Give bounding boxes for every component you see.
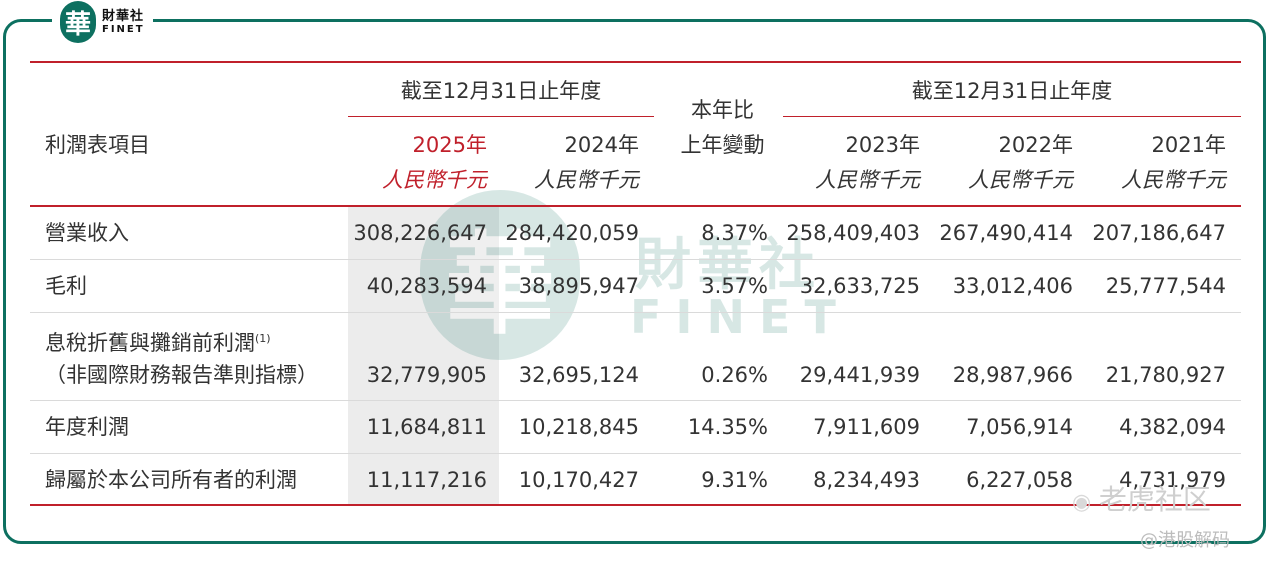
year-header-2021: 2021年 bbox=[1151, 133, 1226, 157]
row-label: 營業收入 bbox=[45, 221, 129, 245]
cell-2023: 258,409,403 bbox=[786, 221, 920, 245]
row-label: 毛利 bbox=[45, 274, 87, 298]
unit-header-2024: 人民幣千元 bbox=[534, 168, 639, 192]
cell-2023: 8,234,493 bbox=[813, 468, 920, 492]
cell-2021: 4,731,979 bbox=[1119, 468, 1226, 492]
watermark-line1: 老虎社区 bbox=[1098, 483, 1211, 516]
group1-title: 截至12月31日止年度 bbox=[400, 79, 602, 103]
row-separator bbox=[30, 453, 1241, 454]
row-label: 歸屬於本公司所有者的利潤 bbox=[45, 468, 297, 492]
year-header-2024: 2024年 bbox=[564, 133, 639, 157]
cell-2021: 25,777,544 bbox=[1105, 274, 1226, 298]
unit-header-2025: 人民幣千元 bbox=[382, 168, 487, 192]
cell-2021: 207,186,647 bbox=[1092, 221, 1226, 245]
cell-2022: 267,490,414 bbox=[939, 221, 1073, 245]
cell-2022: 28,987,966 bbox=[952, 363, 1073, 387]
group2-title: 截至12月31日止年度 bbox=[911, 79, 1113, 103]
cell-change: 0.26% bbox=[701, 363, 768, 387]
group2-rule bbox=[783, 116, 1241, 117]
cell-2025: 308,226,647 bbox=[353, 221, 487, 245]
row-label: 息稅折舊與攤銷前利潤(1) bbox=[45, 326, 271, 356]
row-separator bbox=[30, 259, 1241, 260]
change-header-line1: 本年比 bbox=[691, 98, 754, 122]
cell-2021: 4,382,094 bbox=[1119, 415, 1226, 439]
current-year-column-shade bbox=[348, 207, 499, 505]
watermark-handle: @港股解码 bbox=[1140, 530, 1230, 551]
cell-2024: 32,695,124 bbox=[518, 363, 639, 387]
tiger-logo-icon: ◉ bbox=[1072, 490, 1092, 515]
logo-seal-icon: 華 bbox=[60, 1, 96, 43]
row-label-text: 息稅折舊與攤銷前利潤 bbox=[45, 331, 255, 355]
header-bottom-rule bbox=[30, 205, 1241, 207]
cell-2022: 33,012,406 bbox=[952, 274, 1073, 298]
table-top-rule bbox=[30, 61, 1241, 63]
row-separator bbox=[30, 312, 1241, 313]
row-label: 年度利潤 bbox=[45, 415, 129, 439]
unit-header-2022: 人民幣千元 bbox=[968, 168, 1073, 192]
footnote-marker: (1) bbox=[255, 332, 271, 345]
tiger-community-watermark: ◉ 老虎社区 bbox=[1072, 478, 1211, 518]
finet-logo: 華 財華社 FINET bbox=[52, 0, 153, 44]
item-column-header: 利潤表項目 bbox=[45, 133, 150, 157]
table-bottom-rule bbox=[30, 504, 1241, 506]
cell-change: 3.57% bbox=[701, 274, 768, 298]
cell-2023: 7,911,609 bbox=[813, 415, 920, 439]
cell-2022: 6,227,058 bbox=[966, 468, 1073, 492]
cell-change: 8.37% bbox=[701, 221, 768, 245]
cell-2023: 29,441,939 bbox=[799, 363, 920, 387]
unit-header-2021: 人民幣千元 bbox=[1121, 168, 1226, 192]
cell-2025: 40,283,594 bbox=[366, 274, 487, 298]
report-frame bbox=[3, 19, 1266, 544]
year-header-2025: 2025年 bbox=[412, 133, 487, 157]
logo-en-text: FINET bbox=[102, 23, 145, 35]
cell-2025: 11,684,811 bbox=[366, 415, 487, 439]
cell-2024: 38,895,947 bbox=[518, 274, 639, 298]
cell-2021: 21,780,927 bbox=[1105, 363, 1226, 387]
cell-2023: 32,633,725 bbox=[799, 274, 920, 298]
cell-2025: 11,117,216 bbox=[366, 468, 487, 492]
year-header-2023: 2023年 bbox=[845, 133, 920, 157]
change-header-line2: 上年變動 bbox=[680, 133, 765, 157]
cell-2024: 10,218,845 bbox=[518, 415, 639, 439]
row-label-line2: （非國際財務報告準則指標） bbox=[45, 363, 318, 387]
cell-2025: 32,779,905 bbox=[366, 363, 487, 387]
cell-2022: 7,056,914 bbox=[966, 415, 1073, 439]
cell-change: 14.35% bbox=[687, 415, 768, 439]
row-separator bbox=[30, 400, 1241, 401]
logo-cn-text: 財華社 bbox=[102, 8, 145, 24]
unit-header-2023: 人民幣千元 bbox=[815, 168, 920, 192]
cell-2024: 10,170,427 bbox=[518, 468, 639, 492]
cell-2024: 284,420,059 bbox=[505, 221, 639, 245]
cell-change: 9.31% bbox=[701, 468, 768, 492]
year-header-2022: 2022年 bbox=[998, 133, 1073, 157]
group1-rule bbox=[348, 116, 654, 117]
